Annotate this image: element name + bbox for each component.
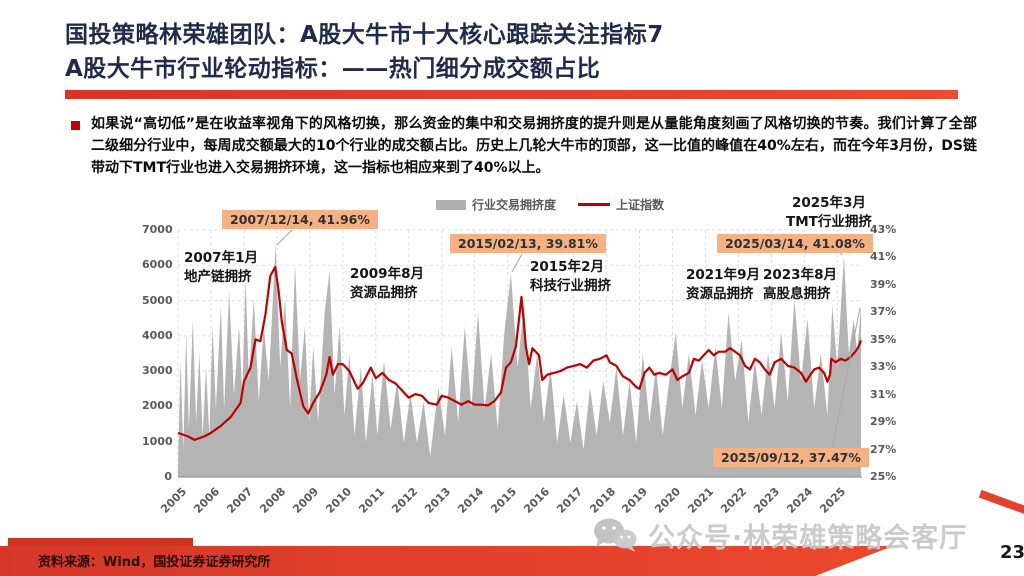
line-swatch-icon xyxy=(578,203,610,206)
y-right-tick: 43% xyxy=(870,223,897,236)
chart-annotation: 2015年2月 科技行业拥挤 xyxy=(530,259,611,294)
y-right-tick: 29% xyxy=(870,415,897,429)
legend-label: 上证指数 xyxy=(616,198,665,212)
y-right-tick: 31% xyxy=(870,387,897,401)
bullet-square-icon xyxy=(71,121,80,130)
y-right-tick: 37% xyxy=(870,305,897,319)
chart-annotation: 2025年3月 TMT行业拥挤 xyxy=(786,195,872,230)
chart-annotation: 2023年8月 高股息拥挤 xyxy=(763,267,837,302)
y-right-tick: 25% xyxy=(870,470,897,483)
y-left-tick: 2000 xyxy=(142,399,173,413)
chart-legend: 行业交易拥挤度 上证指数 xyxy=(150,196,950,213)
y-left-tick: 0 xyxy=(164,470,172,483)
y-left-tick: 1000 xyxy=(142,434,173,448)
title-underline-bar xyxy=(65,90,958,99)
y-right-tick: 41% xyxy=(870,250,897,264)
callout-box: 2007/12/14, 41.96% xyxy=(222,210,378,229)
y-left-tick: 7000 xyxy=(142,223,173,236)
chart-annotation: 2009年8月 资源品拥挤 xyxy=(350,266,424,301)
title-line-2: A股大牛市行业轮动指标：——热门细分成交额占比 xyxy=(65,56,601,82)
callout-box: 2025/03/14, 41.08% xyxy=(717,234,873,253)
source-note: 资料来源：Wind，国投证券证券研究所 xyxy=(38,555,271,570)
page-number: 23 xyxy=(1000,542,1024,563)
y-right-tick: 27% xyxy=(870,442,897,456)
y-left-tick: 5000 xyxy=(142,293,173,307)
legend-label: 行业交易拥挤度 xyxy=(471,198,556,212)
area-swatch-icon xyxy=(435,199,466,210)
callout-box: 2025/09/12, 37.47% xyxy=(713,448,869,467)
y-left-tick: 6000 xyxy=(142,258,173,272)
footer-red-band xyxy=(0,546,893,576)
y-right-tick: 35% xyxy=(870,332,897,346)
y-right-tick: 39% xyxy=(870,277,897,291)
y-left-tick: 3000 xyxy=(142,364,173,378)
y-right-tick: 33% xyxy=(870,360,897,374)
y-left-tick: 4000 xyxy=(142,328,173,342)
callout-box: 2015/02/13, 39.81% xyxy=(450,234,606,253)
bullet-paragraph: 如果说“高切低”是在收益率视角下的风格切换，那么资金的集中和交易拥挤度的提升则是… xyxy=(91,116,977,176)
page-title: 国投策略林荣雄团队：A股大牛市十大核心跟踪关注指标7 A股大牛市行业轮动指标：—… xyxy=(65,18,965,86)
chart-plot-area xyxy=(177,229,863,478)
footer-red-step xyxy=(8,538,193,547)
title-line-1: 国投策略林荣雄团队：A股大牛市十大核心跟踪关注指标7 xyxy=(65,22,664,48)
crowding-ratio-chart: 行业交易拥挤度 上证指数 0 1000 2000 3000 4000 5000 6000 700… xyxy=(142,192,950,537)
legend-item-line: 上证指数 xyxy=(578,196,664,213)
legend-item-area: 行业交易拥挤度 xyxy=(435,196,556,213)
chart-annotation: 2021年9月 资源品拥挤 xyxy=(686,267,760,302)
footer-red-sliver xyxy=(978,489,1024,523)
chart-annotation: 2007年1月 地产链拥挤 xyxy=(184,250,258,285)
